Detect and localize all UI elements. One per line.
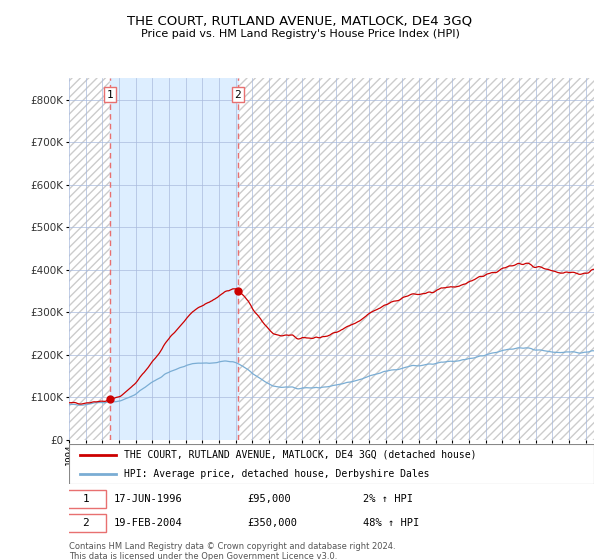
FancyBboxPatch shape: [67, 514, 106, 531]
Text: THE COURT, RUTLAND AVENUE, MATLOCK, DE4 3GQ: THE COURT, RUTLAND AVENUE, MATLOCK, DE4 …: [127, 14, 473, 27]
Text: THE COURT, RUTLAND AVENUE, MATLOCK, DE4 3GQ (detached house): THE COURT, RUTLAND AVENUE, MATLOCK, DE4 …: [124, 450, 476, 460]
Text: Price paid vs. HM Land Registry's House Price Index (HPI): Price paid vs. HM Land Registry's House …: [140, 29, 460, 39]
Text: 1: 1: [107, 90, 113, 100]
Text: 48% ↑ HPI: 48% ↑ HPI: [363, 518, 419, 528]
Text: 17-JUN-1996: 17-JUN-1996: [113, 494, 182, 504]
Text: 19-FEB-2004: 19-FEB-2004: [113, 518, 182, 528]
Text: Contains HM Land Registry data © Crown copyright and database right 2024.
This d: Contains HM Land Registry data © Crown c…: [69, 542, 395, 560]
Text: 2% ↑ HPI: 2% ↑ HPI: [363, 494, 413, 504]
Text: 2: 2: [235, 90, 241, 100]
FancyBboxPatch shape: [69, 444, 594, 484]
FancyBboxPatch shape: [67, 491, 106, 508]
Bar: [586, 78, 594, 440]
Bar: [110, 78, 238, 440]
Text: 2: 2: [82, 518, 89, 528]
Text: £350,000: £350,000: [248, 518, 298, 528]
Text: 1: 1: [82, 494, 89, 504]
Text: £95,000: £95,000: [248, 494, 291, 504]
Text: HPI: Average price, detached house, Derbyshire Dales: HPI: Average price, detached house, Derb…: [124, 469, 430, 478]
